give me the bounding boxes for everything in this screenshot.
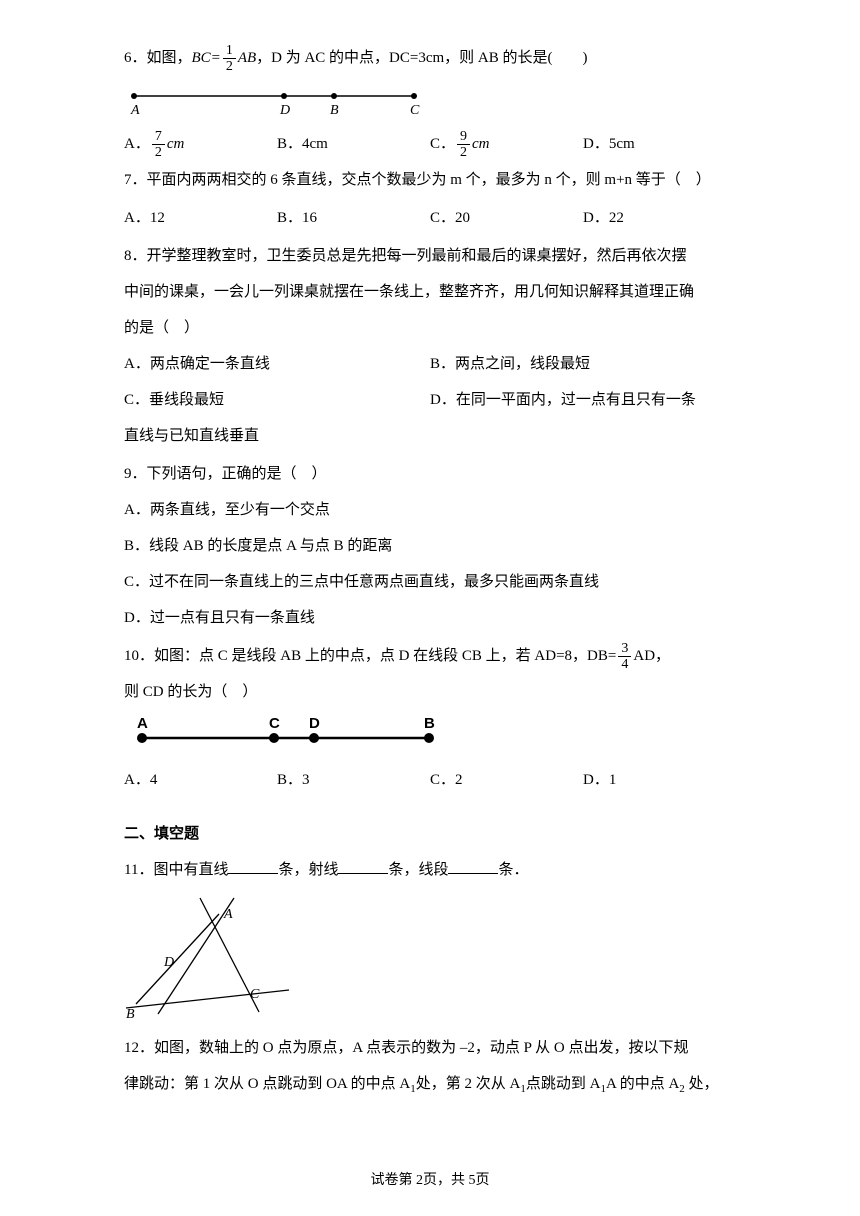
q8-row2: C．垂线段最短 D．在同一平面内，过一点有且只有一条 <box>124 382 736 418</box>
blank <box>228 861 278 875</box>
q9-opt-d: D．过一点有且只有一条直线 <box>124 600 736 636</box>
q8-opt-d: D．在同一平面内，过一点有且只有一条 <box>430 382 736 418</box>
q10-opt-a: A．4 <box>124 762 277 798</box>
q10-l2: 则 CD 的长为（ ） <box>124 674 736 710</box>
q10-opt-b: B．3 <box>277 762 430 798</box>
q12-l2: 律跳动：第 1 次从 O 点跳动到 OA 的中点 A1处，第 2 次从 A1点跳… <box>124 1066 736 1102</box>
q10-frac: 34 <box>618 641 631 673</box>
question-9: 9．下列语句，正确的是（ ） A．两条直线，至少有一个交点 B．线段 AB 的长… <box>124 456 736 636</box>
q8-l1: 8．开学整理教室时，卫生委员总是先把每一列最前和最后的课桌摆好，然后再依次摆 <box>124 238 736 274</box>
q7-options: A．12 B．16 C．20 D．22 <box>124 200 736 236</box>
q8-opt-b: B．两点之间，线段最短 <box>430 346 736 382</box>
q8-opt-a: A．两点确定一条直线 <box>124 346 430 382</box>
q10-opt-d: D．1 <box>583 762 736 798</box>
q10-opt-c: C．2 <box>430 762 583 798</box>
svg-text:B: B <box>126 1007 135 1022</box>
svg-text:C: C <box>269 716 280 732</box>
q8-l3: 的是（ ） <box>124 310 736 346</box>
q6-opt-c: C．92cm <box>430 126 583 162</box>
q6-prefix: 6．如图， <box>124 50 192 66</box>
q9-text: 9．下列语句，正确的是（ ） <box>124 456 736 492</box>
page-footer: 试卷第 2页，共 5页 <box>0 1164 860 1198</box>
q6-diagram: A D B C <box>124 82 736 118</box>
svg-text:C: C <box>250 987 260 1002</box>
q7-opt-b: B．16 <box>277 200 430 236</box>
q6-mid: ，D 为 AC 的中点，DC=3cm，则 AB 的长是( ) <box>256 50 587 66</box>
svg-text:B: B <box>424 716 435 732</box>
svg-text:D: D <box>309 716 320 732</box>
svg-text:D: D <box>279 103 290 118</box>
q6-opt-d: D．5cm <box>583 126 736 162</box>
q9-opt-b: B．线段 AB 的长度是点 A 与点 B 的距离 <box>124 528 736 564</box>
svg-text:A: A <box>223 907 233 922</box>
svg-text:C: C <box>410 103 420 118</box>
q7-opt-a: A．12 <box>124 200 277 236</box>
question-8: 8．开学整理教室时，卫生委员总是先把每一列最前和最后的课桌摆好，然后再依次摆 中… <box>124 238 736 454</box>
svg-text:B: B <box>330 103 339 118</box>
q8-l2: 中间的课桌，一会儿一列课桌就摆在一条线上，整整齐齐，用几何知识解释其道理正确 <box>124 274 736 310</box>
q7-text: 7．平面内两两相交的 6 条直线，交点个数最少为 m 个，最多为 n 个，则 m… <box>124 162 736 198</box>
question-7: 7．平面内两两相交的 6 条直线，交点个数最少为 m 个，最多为 n 个，则 m… <box>124 162 736 236</box>
q6-options: A．72cm B．4cm C．92cm D．5cm <box>124 126 736 162</box>
q9-opt-a: A．两条直线，至少有一个交点 <box>124 492 736 528</box>
q7-opt-d: D．22 <box>583 200 736 236</box>
q12-l1: 12．如图，数轴上的 O 点为原点，A 点表示的数为 –2，动点 P 从 O 点… <box>124 1030 736 1066</box>
q8-row1: A．两点确定一条直线 B．两点之间，线段最短 <box>124 346 736 382</box>
question-6: 6．如图，BC=12AB，D 为 AC 的中点，DC=3cm，则 AB 的长是(… <box>124 40 736 76</box>
q6-opt-b: B．4cm <box>277 126 430 162</box>
q11-diagram: A B C D <box>124 894 736 1022</box>
q9-opt-c: C．过不在同一条直线上的三点中任意两点画直线，最多只能画两条直线 <box>124 564 736 600</box>
question-10: 10．如图：点 C 是线段 AB 上的中点，点 D 在线段 CB 上，若 AD=… <box>124 638 736 710</box>
question-12: 12．如图，数轴上的 O 点为原点，A 点表示的数为 –2，动点 P 从 O 点… <box>124 1030 736 1102</box>
blank <box>448 861 498 875</box>
q8-opt-c: C．垂线段最短 <box>124 382 430 418</box>
q6-eq-prefix: BC= <box>192 50 221 66</box>
q6-eq-after: AB <box>238 50 256 66</box>
q10-diagram: A C D B <box>124 716 736 754</box>
q6-frac: 12 <box>223 43 236 75</box>
question-11: 11．图中有直线条，射线条，线段条． <box>124 852 736 888</box>
svg-text:A: A <box>130 103 140 118</box>
svg-text:D: D <box>163 955 174 970</box>
section-2-title: 二、填空题 <box>124 816 736 852</box>
q7-opt-c: C．20 <box>430 200 583 236</box>
q8-d2: 直线与已知直线垂直 <box>124 418 736 454</box>
q10-options: A．4 B．3 C．2 D．1 <box>124 762 736 798</box>
blank <box>338 861 388 875</box>
q10-l1: 10．如图：点 C 是线段 AB 上的中点，点 D 在线段 CB 上，若 AD=… <box>124 638 736 674</box>
svg-text:A: A <box>137 716 148 732</box>
q6-opt-a: A．72cm <box>124 126 277 162</box>
